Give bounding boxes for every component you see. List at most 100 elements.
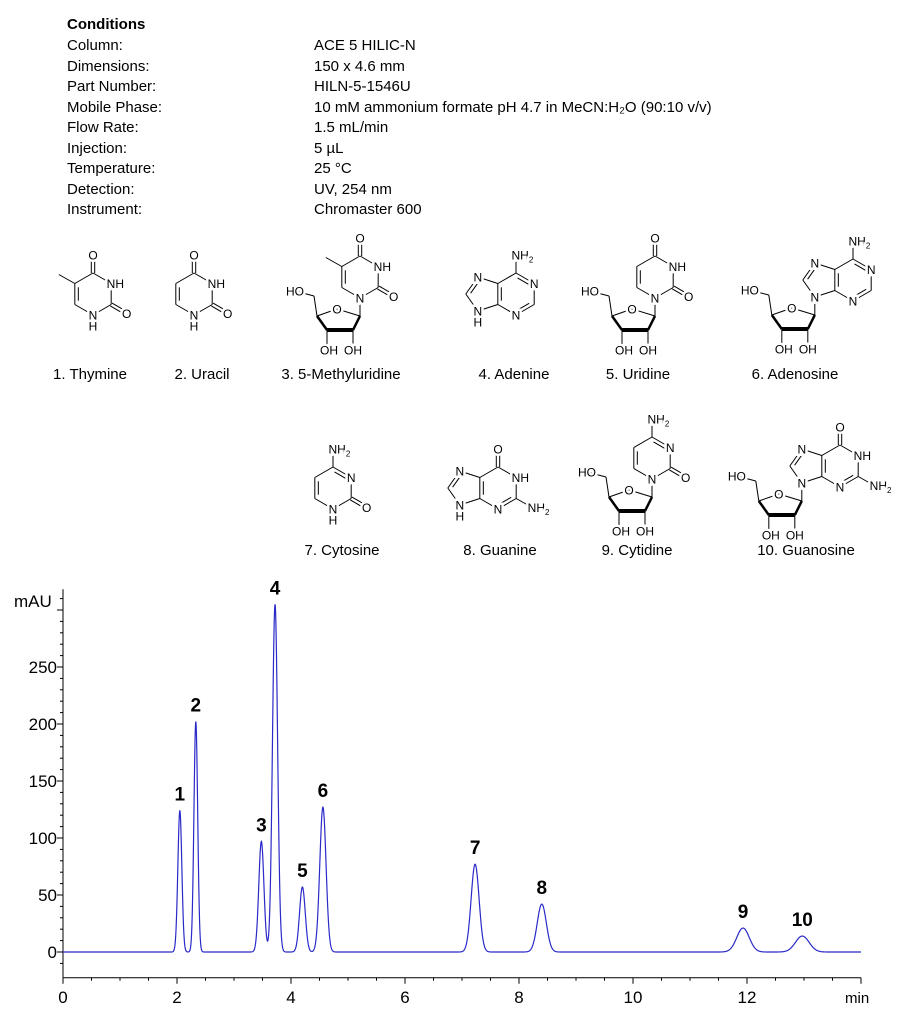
atom-label: N [473,270,482,284]
bond [633,468,653,480]
thymine-structure: O NH O NH [58,246,134,336]
peak-label-7: 7 [470,838,481,859]
condition-value: 10 mM ammonium formate pH 4.7 in MeCN:H₂… [314,98,712,116]
x-tick-label: 10 [624,988,643,1007]
peak-label-3: 3 [256,815,267,836]
bond [341,255,361,267]
bond [111,302,128,313]
atom-label: N [849,294,858,308]
condition-value: Chromaster 600 [314,201,422,218]
bond [336,308,361,317]
bond [465,276,479,295]
bond [378,285,395,296]
bond [791,307,815,316]
condition-value: 25 °C [314,160,352,177]
compound-label-cytosine: 7. Cytosine [304,542,380,559]
atom-label: OH [615,343,633,357]
x-tick-label: 4 [286,988,295,1007]
atom-label: N [347,471,356,485]
bond [801,476,822,484]
bond [479,466,499,478]
condition-row: Flow Rate: 1.5 mL/min [67,119,388,137]
bond [459,498,480,506]
x-tick-label: 12 [738,988,757,1007]
bond [794,454,803,466]
y-tick-label: 0 [48,943,57,962]
bond [821,444,841,456]
bond [334,471,347,480]
atom-label: N [473,304,482,318]
bond [789,448,803,467]
x-tick-label: 8 [514,988,523,1007]
bond [631,308,656,317]
bond [670,466,687,477]
atom-label: OH [344,343,362,357]
atom-label: N [648,472,657,486]
atom-label: NH2 [329,442,351,458]
atom-label: NH [374,260,391,274]
conditions-heading: Conditions [67,16,146,33]
atom-label: NH [512,471,529,485]
atom-label: O [88,248,97,262]
bond [315,315,329,331]
atom-label: HO [581,284,599,298]
atom-label: O [624,483,633,497]
atom-label: N [867,263,876,277]
chromatogram-trace [63,604,861,953]
atom-label: O [681,471,690,485]
bond [497,272,517,284]
atom-label: N [455,464,464,478]
bond [755,480,760,502]
condition-label: Mobile Phase: [67,98,163,116]
atom-label: O [787,301,796,315]
bond [854,288,867,297]
atom-subscript: 2 [545,508,550,517]
bond [452,476,461,488]
compound-label-guanosine: 10. Guanosine [757,542,855,559]
uridine-structure: O NH O N O HO OH OH [579,229,696,360]
bond [633,436,653,448]
atom-label: N [666,441,675,455]
condition-row: Part Number: HILN-5-1546U [67,78,411,96]
bond [757,500,770,516]
bond [770,314,783,330]
bond [92,272,112,284]
bond [110,305,127,316]
atom-label: N [810,290,819,304]
bond [74,272,94,284]
bond [814,290,835,298]
bond [669,469,686,480]
atom-label: N [651,291,660,305]
atom-label: N [797,476,806,490]
atom-subscript: 2 [866,241,871,250]
bond [515,304,535,316]
bond [351,496,368,507]
atom-label: NH [107,277,124,291]
atom-label: H [89,319,98,333]
bond [332,498,352,510]
bond [377,288,394,299]
atom-label: O [650,231,659,245]
peak-label-8: 8 [537,878,548,899]
atom-label: N [89,308,98,322]
atom-label: N [329,502,338,516]
condition-value: 5 µL [314,139,344,157]
peak-label-9: 9 [738,902,749,923]
atom-label: HO [286,284,304,298]
compound-label-uridine: 5. Uridine [605,366,671,383]
bond [341,287,361,299]
bond [610,315,624,331]
bond [515,498,533,508]
bond [839,476,859,488]
bond [608,295,613,317]
x-axis-label: min [845,990,869,1007]
bond [351,315,362,331]
bond [497,498,517,510]
atom-label: O [223,307,232,321]
peak-label-1: 1 [175,785,186,806]
